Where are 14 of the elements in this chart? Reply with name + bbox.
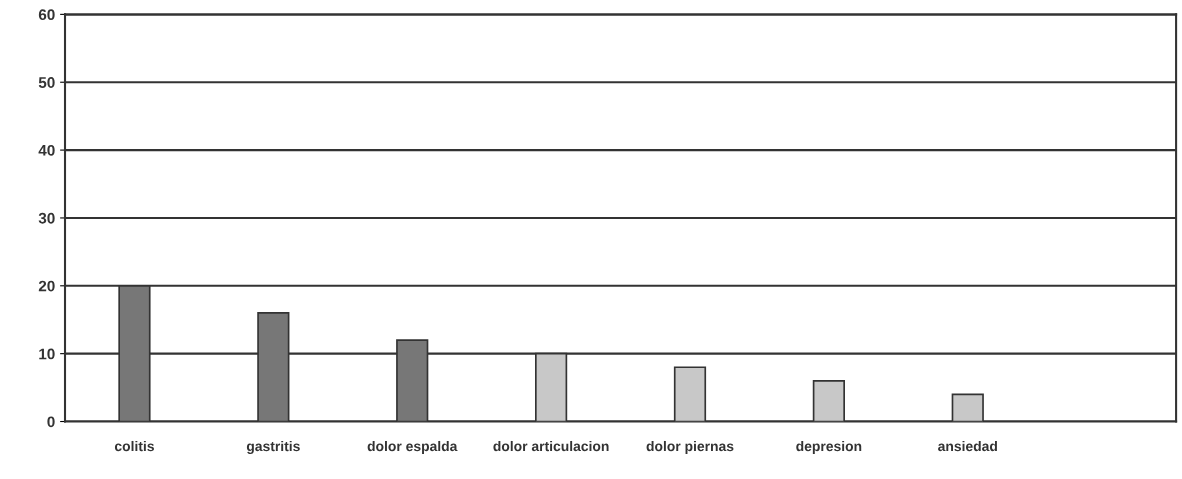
x-tick-label: dolor piernas	[646, 440, 734, 454]
y-tick-label: 50	[38, 77, 55, 88]
y-tick-label: 10	[39, 348, 55, 360]
x-tick-label: gastritis	[246, 440, 300, 454]
y-tick-label: 0	[47, 416, 55, 428]
x-tick-label: depresion	[796, 440, 862, 454]
y-tick-label: 30	[38, 212, 55, 224]
x-tick-label: dolor espalda	[367, 440, 458, 454]
x-tick-label: dolor articulacion	[493, 440, 609, 452]
x-tick-label: colitis	[114, 440, 154, 452]
y-tick-label: 40	[38, 144, 55, 156]
y-tick-label: 20	[38, 280, 55, 292]
y-tick-label: 60	[38, 9, 55, 21]
x-tick-label: ansiedad	[938, 440, 997, 452]
